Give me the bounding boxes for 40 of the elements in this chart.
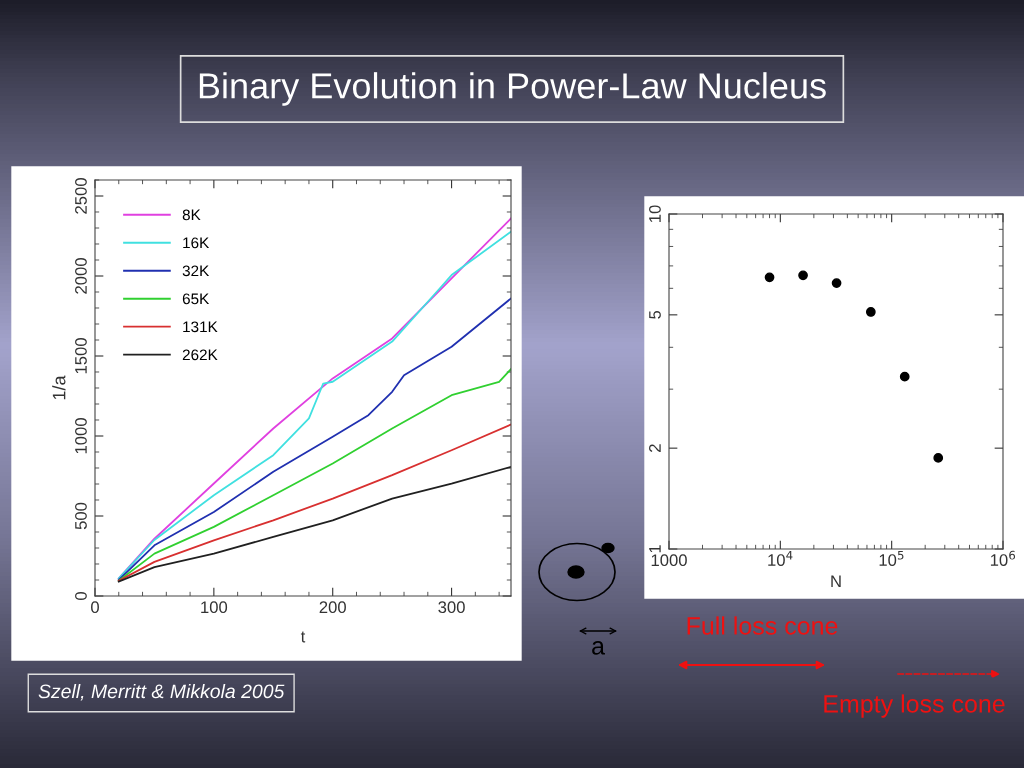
y-tick-label: 1000 xyxy=(75,418,87,454)
y-tick-label: 1500 xyxy=(75,338,87,374)
point xyxy=(865,307,876,317)
point xyxy=(798,270,808,281)
point xyxy=(764,272,775,283)
point xyxy=(899,371,910,382)
text: Szell, Merritt & Mikkola 2005 xyxy=(38,683,285,701)
legend-label: 262K xyxy=(182,349,218,361)
y-tick-label: 2000 xyxy=(75,258,87,294)
x-tick-label: 10$^{5}$ xyxy=(879,550,904,566)
line-series xyxy=(117,465,511,583)
legend-label: 65K xyxy=(182,293,210,305)
legend-label: 32K xyxy=(182,265,210,277)
y-axis-title: 1/a xyxy=(52,375,66,400)
legend-label: 8K xyxy=(182,209,201,221)
x-tick-label: 10$^{4}$ xyxy=(768,550,793,566)
text: Empty loss cone xyxy=(824,694,1005,718)
x-tick-label: 0 xyxy=(91,601,99,614)
y-tick-label: 5 xyxy=(649,310,661,319)
x-axis-title: t xyxy=(300,631,306,643)
y-tick-label: 10 xyxy=(649,205,661,222)
y-tick-label: 2 xyxy=(649,444,661,452)
legend-label: 131K xyxy=(183,321,218,333)
text: a xyxy=(592,641,605,655)
y-tick-label: 0 xyxy=(75,592,87,600)
legend-label: 16K xyxy=(183,237,210,249)
chart-title: Binary Evolution in Power-Law Nucleus xyxy=(199,72,826,106)
x-tick-label: 10$^{6}$ xyxy=(990,550,1016,566)
x-axis-title: N xyxy=(831,575,841,588)
x-tick-label: 300 xyxy=(438,601,465,614)
y-tick-label: 1 xyxy=(649,545,661,553)
point xyxy=(831,278,842,288)
y-tick-label: 2500 xyxy=(75,178,87,214)
y-tick-label: 500 xyxy=(75,502,87,530)
x-tick-label: 100 xyxy=(201,601,228,614)
point xyxy=(933,453,944,463)
text: Full loss cone xyxy=(687,616,838,635)
line-series xyxy=(117,368,511,582)
line-series xyxy=(117,423,511,582)
x-tick-label: 200 xyxy=(319,601,346,614)
